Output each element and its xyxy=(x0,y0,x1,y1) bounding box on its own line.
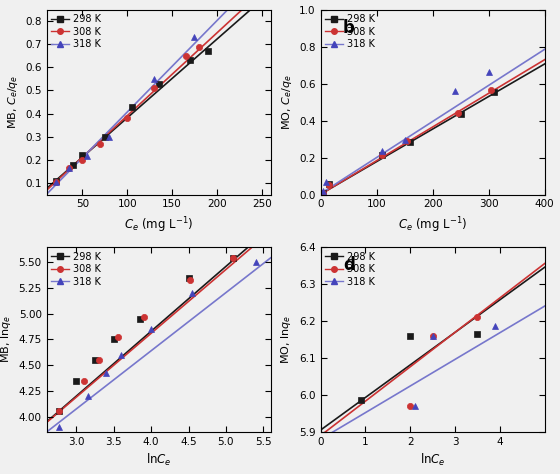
Legend: 298 K, 308 K, 318 K: 298 K, 308 K, 318 K xyxy=(324,250,377,289)
Y-axis label: MO, ln$q_e$: MO, ln$q_e$ xyxy=(279,315,293,364)
Text: d: d xyxy=(343,256,355,274)
X-axis label: $C_e$ (mg L$^{-1}$): $C_e$ (mg L$^{-1}$) xyxy=(398,215,467,235)
X-axis label: ln$C_e$: ln$C_e$ xyxy=(420,452,445,468)
Legend: 298 K, 308 K, 318 K: 298 K, 308 K, 318 K xyxy=(49,12,103,51)
X-axis label: $C_e$ (mg L$^{-1}$): $C_e$ (mg L$^{-1}$) xyxy=(124,215,193,235)
Y-axis label: MB, $C_e/q_e$: MB, $C_e/q_e$ xyxy=(6,75,20,129)
Text: b: b xyxy=(343,19,355,37)
Legend: 298 K, 308 K, 318 K: 298 K, 308 K, 318 K xyxy=(49,250,103,289)
Y-axis label: MB, ln$q_e$: MB, ln$q_e$ xyxy=(0,316,13,364)
Legend: 298 K, 308 K, 318 K: 298 K, 308 K, 318 K xyxy=(324,12,377,51)
X-axis label: ln$C_e$: ln$C_e$ xyxy=(146,452,171,468)
Y-axis label: MO, $C_e/q_e$: MO, $C_e/q_e$ xyxy=(279,74,293,130)
